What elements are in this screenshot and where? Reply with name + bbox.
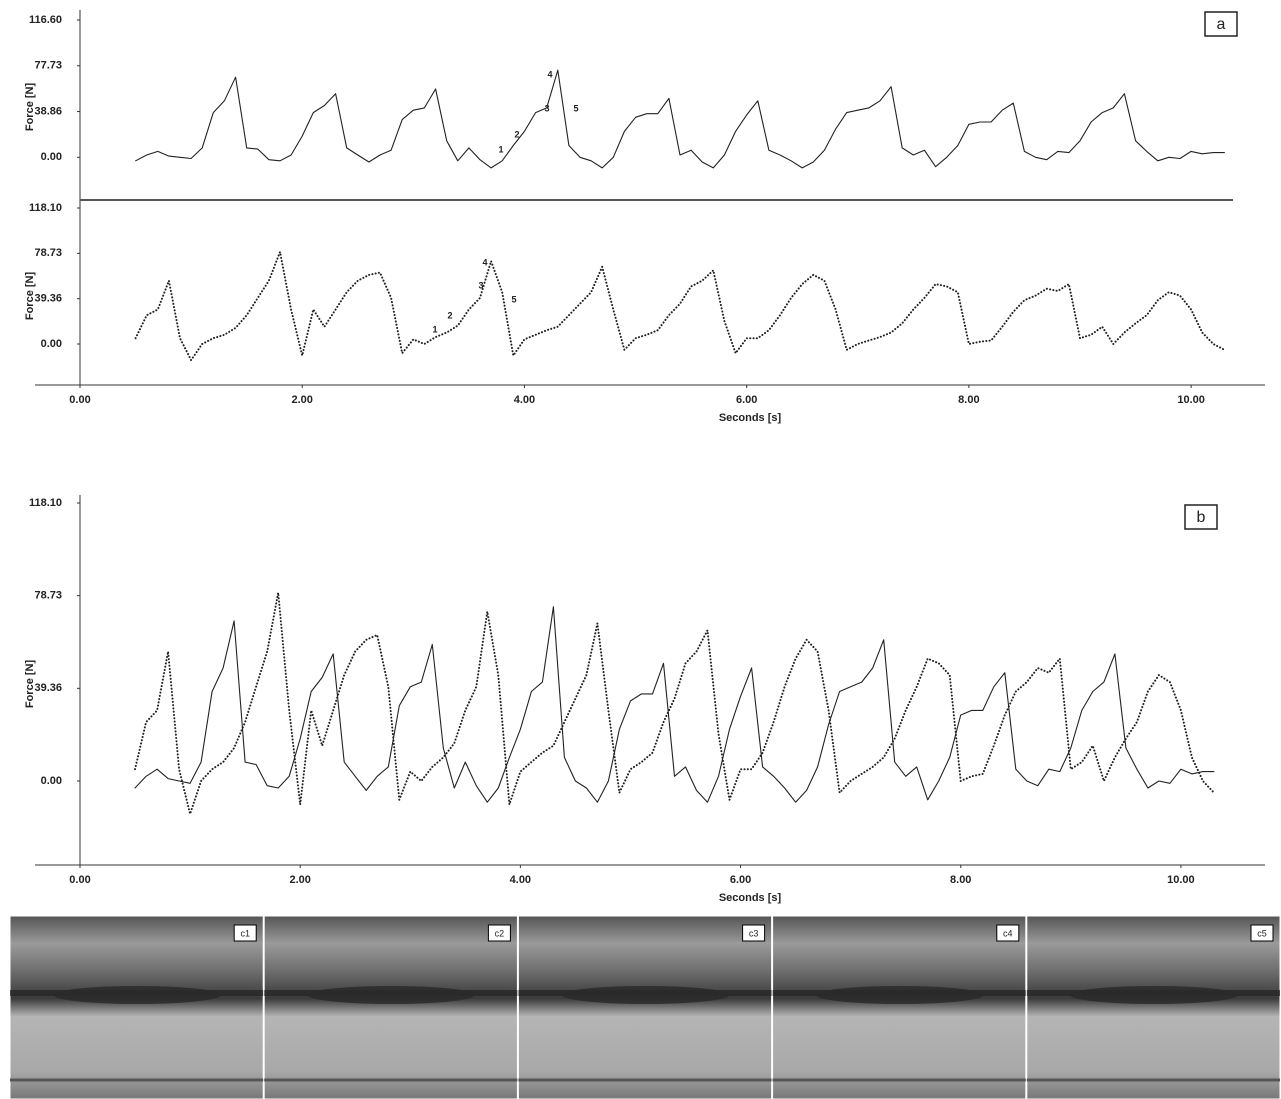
x-tick-label: 10.00 [1167, 874, 1195, 886]
frame-label: c2 [495, 928, 505, 938]
x-tick-label: 6.00 [730, 874, 751, 886]
stroke-phase-label: 3 [478, 280, 483, 290]
frame-label: c3 [749, 928, 759, 938]
swimmer [307, 986, 476, 1004]
panel-label-box [1184, 504, 1218, 530]
x-tick-label: 8.00 [950, 874, 971, 886]
x-tick-label: 2.00 [292, 394, 313, 406]
y-tick-label: 38.86 [34, 105, 62, 117]
y-tick-label: 39.36 [34, 682, 62, 694]
video-frame [263, 915, 518, 1099]
stroke-phase-label: 5 [573, 103, 578, 113]
stroke-phase-label: 3 [544, 103, 549, 113]
x-tick-label: 0.00 [69, 394, 90, 406]
y-tick-label: 116.60 [29, 14, 62, 26]
stroke-phase-label: 4 [547, 69, 552, 79]
y-tick-label: 78.73 [34, 247, 62, 259]
y-tick-label: 77.73 [34, 60, 62, 72]
frame-label-box [742, 924, 766, 942]
panel-label-box [1204, 11, 1238, 37]
video-frame [772, 915, 1027, 1099]
stroke-phase-label: 5 [511, 294, 516, 304]
y-tick-label: 0.00 [41, 338, 62, 350]
y-tick-label: 39.36 [34, 293, 62, 305]
stroke-phase-label: 1 [432, 324, 437, 334]
frame-label-box [996, 924, 1020, 942]
video-frame [9, 915, 264, 1099]
swimmer [1070, 986, 1238, 1004]
frame-label-box [1250, 924, 1274, 942]
swimmer [561, 986, 730, 1004]
y-tick-label: 0.00 [41, 775, 62, 787]
panel-label: a [1217, 16, 1226, 33]
frame-label-box [487, 924, 511, 942]
frame-label: c5 [1257, 928, 1267, 938]
x-tick-label: 4.00 [514, 394, 535, 406]
y-tick-label: 118.10 [29, 497, 62, 509]
dotted-force-line [134, 591, 1215, 815]
x-tick-label: 10.00 [1177, 394, 1205, 406]
stroke-phase-label: 1 [498, 144, 503, 154]
x-tick-label: 6.00 [736, 394, 757, 406]
frame-label-box [233, 924, 257, 942]
video-frame [1026, 915, 1281, 1099]
frame-label: c1 [240, 928, 250, 938]
solid-force-line [135, 69, 1225, 169]
y-tick-label: 78.73 [34, 590, 62, 602]
stroke-phase-label: 4 [482, 257, 487, 267]
dotted-force-line [134, 250, 1226, 362]
solid-force-line [134, 606, 1215, 803]
y-axis-label: Force [N] [24, 272, 36, 321]
stroke-phase-label: 2 [514, 129, 519, 139]
swimmer [53, 986, 221, 1004]
swimmer [815, 986, 984, 1004]
video-frame [517, 915, 773, 1099]
frame-label: c4 [1003, 928, 1013, 938]
y-axis-label: Force [N] [24, 83, 36, 132]
x-tick-label: 4.00 [510, 874, 531, 886]
x-axis-label: Seconds [s] [719, 412, 782, 424]
y-axis-label: Force [N] [24, 660, 36, 709]
y-tick-label: 118.10 [29, 202, 62, 214]
stroke-phase-label: 2 [447, 310, 452, 320]
x-tick-label: 8.00 [958, 394, 979, 406]
x-tick-label: 2.00 [289, 874, 310, 886]
y-tick-label: 0.00 [41, 151, 62, 163]
x-axis-label: Seconds [s] [719, 892, 782, 904]
panel-label: b [1197, 509, 1206, 526]
x-tick-label: 0.00 [69, 874, 90, 886]
